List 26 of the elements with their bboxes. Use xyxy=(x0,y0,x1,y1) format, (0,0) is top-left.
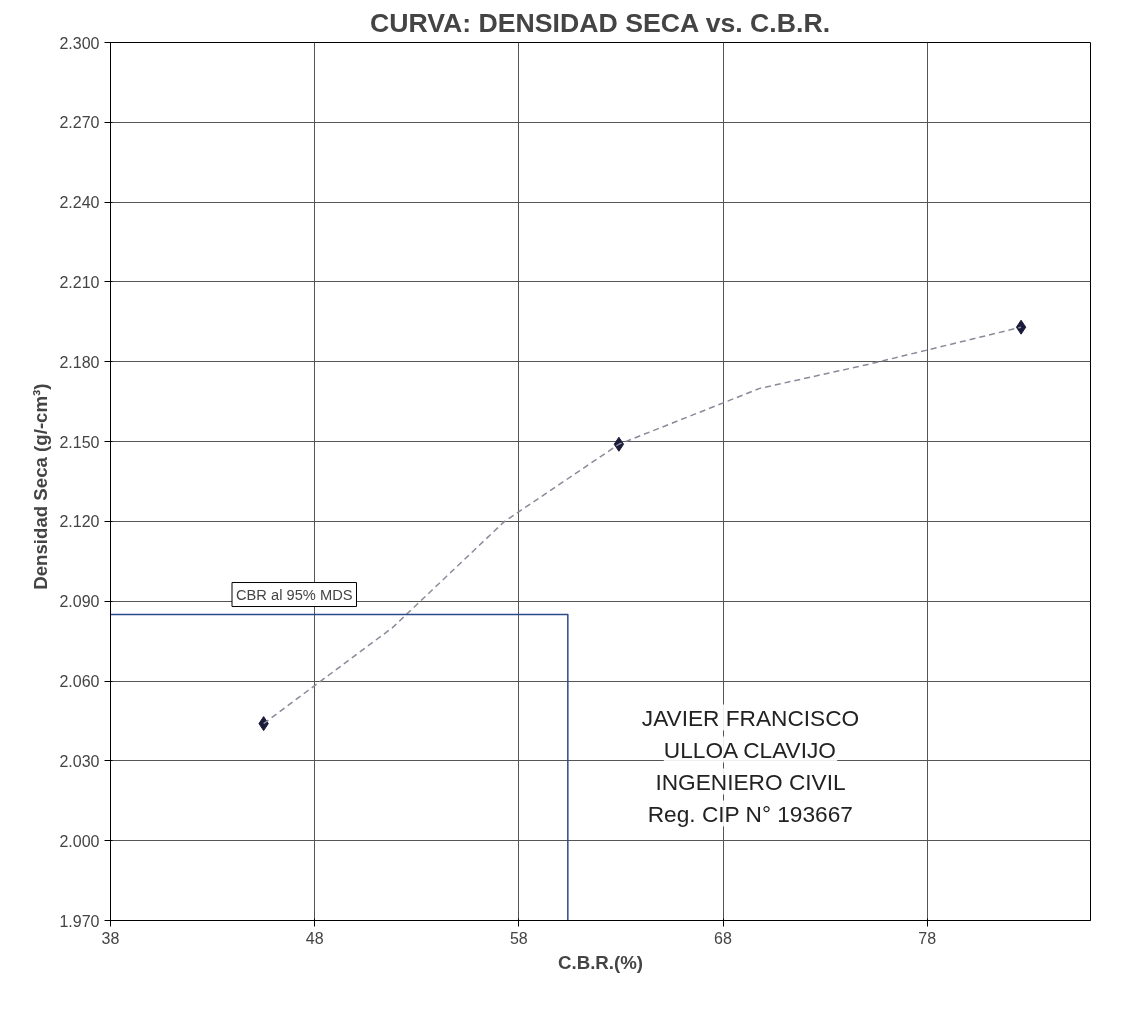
annotation: ULLOA CLAVIJO xyxy=(663,736,836,763)
x-tick-label: 68 xyxy=(714,929,732,947)
y-tick-label: 2.090 xyxy=(59,593,100,611)
y-tick-label: 2.060 xyxy=(59,673,100,691)
y-tick-label: 2.150 xyxy=(59,433,100,451)
point xyxy=(1015,319,1027,335)
x-axis-title: C.B.R.(%) xyxy=(558,951,643,973)
x-tick-label: 78 xyxy=(918,929,937,947)
y-tick-label: 2.180 xyxy=(59,353,100,371)
y-axis-title: Densidad Seca (g/-cm³) xyxy=(30,383,52,590)
annotation: JAVIER FRANCISCO xyxy=(641,704,860,731)
annotation: Reg. CIP N° 193667 xyxy=(647,800,853,827)
y-tick-label: 1.970 xyxy=(59,912,100,930)
y-tick-label: 2.030 xyxy=(59,752,100,770)
annotation: INGENIERO CIVIL xyxy=(655,768,846,795)
y-tick-label: 2.120 xyxy=(59,513,100,531)
chart-title: CURVA: DENSIDAD SECA vs. C.B.R. xyxy=(369,7,831,38)
y-tick-label: 2.240 xyxy=(59,194,100,212)
y-tick-label: 2.270 xyxy=(59,114,100,132)
annotation: CBR al 95% MDS xyxy=(236,586,353,603)
x-tick-label: 48 xyxy=(305,929,324,947)
y-tick-label: 2.000 xyxy=(59,832,100,850)
y-tick-label: 2.300 xyxy=(59,34,100,52)
x-tick-label: 38 xyxy=(101,929,120,947)
x-tick-label: 58 xyxy=(509,929,528,947)
y-tick-label: 2.210 xyxy=(59,273,100,291)
